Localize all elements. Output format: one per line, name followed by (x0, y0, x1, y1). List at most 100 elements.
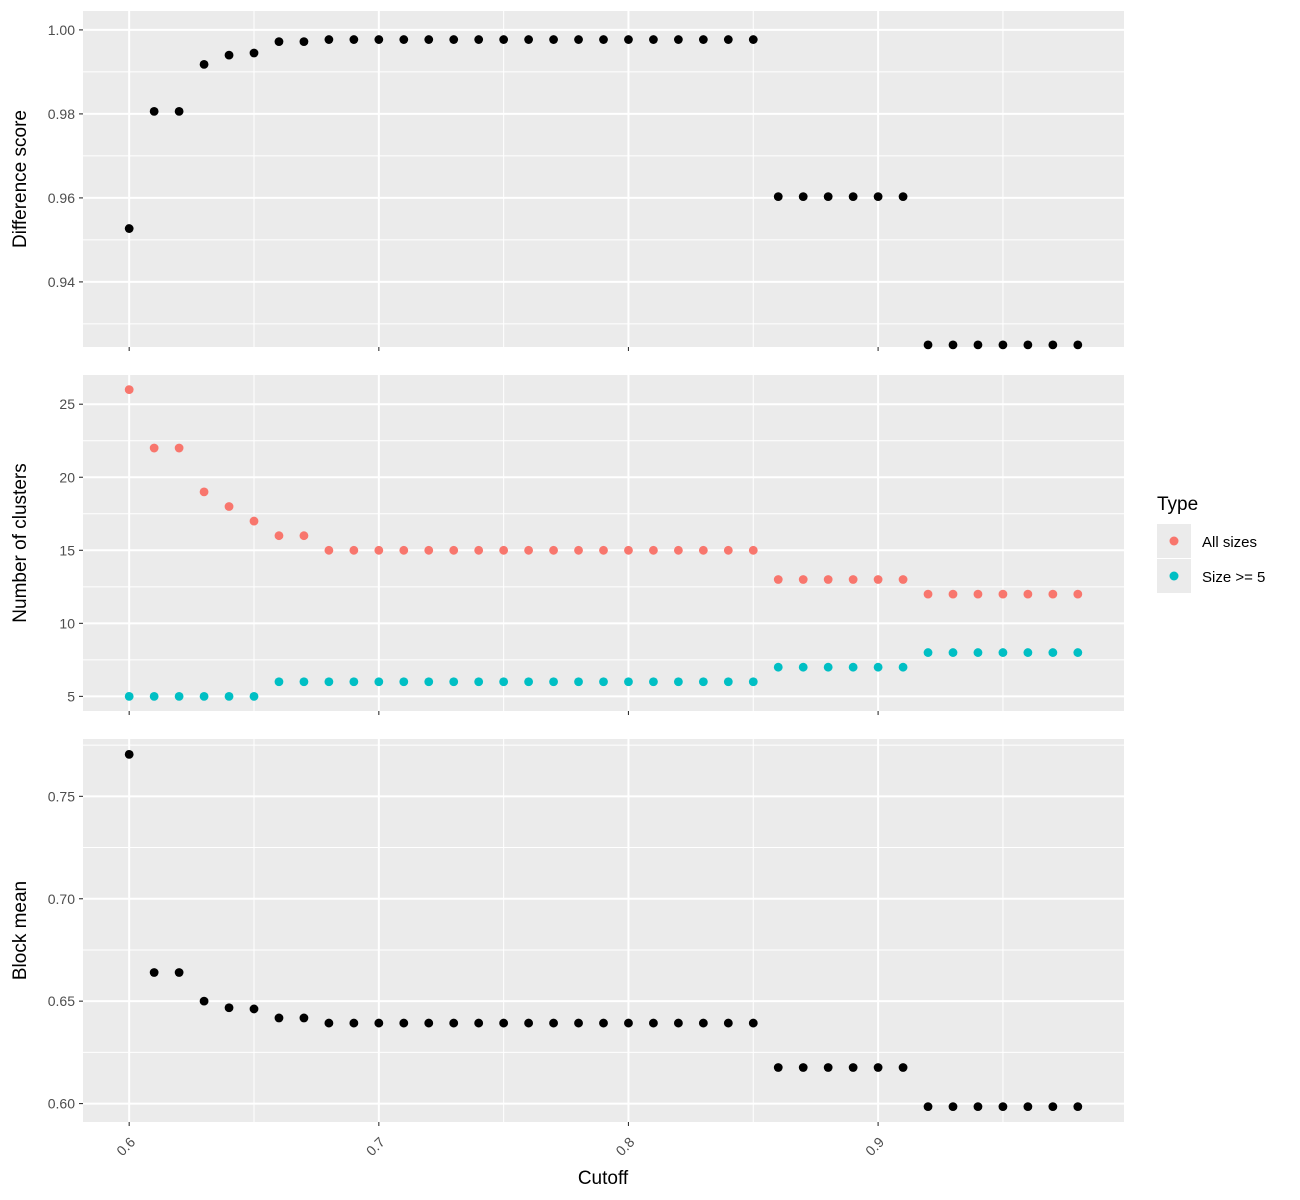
data-point-series-1 (474, 35, 484, 44)
data-point-series-1 (948, 1102, 958, 1112)
y-tick-label: 10 (59, 615, 75, 631)
data-point-size-5 (723, 677, 733, 687)
data-point-series-1 (923, 1102, 933, 1112)
data-point-all-sizes (499, 545, 509, 555)
data-point-size-5 (199, 691, 209, 701)
y-tick-label: 5 (67, 688, 75, 704)
data-point-series-1 (524, 1018, 534, 1028)
data-point-series-1 (673, 1018, 683, 1028)
data-point-series-1 (524, 35, 534, 44)
data-point-all-sizes (1073, 589, 1083, 599)
data-point-size-5 (574, 677, 583, 687)
data-point-size-5 (349, 677, 359, 687)
data-point-all-sizes (923, 589, 933, 599)
data-point-size-5 (673, 677, 683, 687)
panel-background (83, 739, 1124, 1122)
data-point-size-5 (499, 677, 509, 687)
y-axis-title: Block mean (10, 881, 31, 980)
panel-1: 0.94 0.96 0.98 1.00 Difference score (10, 11, 1124, 351)
data-point-series-1 (574, 35, 583, 44)
data-point-all-sizes (1048, 589, 1058, 599)
data-point-series-1 (224, 50, 234, 60)
data-point-series-1 (973, 1102, 983, 1112)
y-axis-title: Number of clusters (10, 463, 31, 622)
legend-label-all-sizes: All sizes (1202, 534, 1257, 551)
data-point-series-1 (773, 1063, 783, 1072)
data-point-size-5 (748, 677, 758, 687)
data-point-size-5 (374, 677, 384, 687)
data-point-size-5 (1073, 648, 1083, 657)
legend: Type All sizes Size >= 5 (1157, 494, 1265, 593)
data-point-all-sizes (948, 589, 958, 599)
data-point-series-1 (149, 968, 159, 977)
data-point-all-sizes (848, 575, 858, 584)
panel-3: 0.60 0.65 0.70 0.75 Block mean (10, 739, 1124, 1126)
data-point-series-1 (174, 106, 184, 116)
data-point-series-1 (649, 1018, 658, 1028)
y-tick-label: 0.65 (48, 993, 75, 1009)
data-point-series-1 (624, 35, 633, 44)
y-tick-label: 15 (59, 542, 75, 558)
data-point-series-1 (898, 192, 908, 202)
data-point-size-5 (274, 677, 284, 687)
data-point-series-1 (474, 1018, 484, 1028)
x-tick-label: 0.7 (363, 1134, 388, 1159)
data-point-series-1 (698, 1018, 708, 1028)
data-point-size-5 (998, 648, 1008, 657)
data-point-series-1 (798, 192, 808, 202)
data-point-series-1 (499, 35, 509, 44)
data-point-all-sizes (798, 575, 808, 584)
data-point-all-sizes (723, 545, 733, 555)
data-point-all-sizes (549, 545, 558, 555)
x-tick-label: 0.9 (862, 1134, 887, 1159)
data-point-all-sizes (524, 545, 534, 555)
data-point-size-5 (1023, 648, 1033, 657)
data-point-series-1 (848, 192, 858, 202)
data-point-size-5 (773, 662, 783, 672)
data-point-series-1 (873, 192, 883, 202)
data-point-all-sizes (1023, 589, 1033, 599)
data-point-series-1 (773, 192, 783, 202)
data-point-size-5 (424, 677, 434, 687)
data-point-series-1 (249, 1004, 259, 1014)
data-point-all-sizes (773, 575, 783, 584)
data-point-size-5 (973, 648, 983, 657)
data-point-size-5 (224, 691, 234, 701)
data-point-size-5 (449, 677, 459, 687)
data-point-all-sizes (474, 545, 484, 555)
data-point-series-1 (599, 1018, 608, 1028)
data-point-all-sizes (124, 385, 134, 395)
legend-title: Type (1157, 494, 1198, 515)
data-point-series-1 (349, 1018, 359, 1028)
data-point-series-1 (848, 1063, 858, 1072)
data-point-series-1 (748, 35, 758, 44)
x-axis-title: Cutoff (578, 1168, 629, 1189)
data-point-series-1 (624, 1018, 633, 1028)
data-point-series-1 (549, 1018, 558, 1028)
legend-key-size-ge-5 (1169, 571, 1179, 581)
data-point-series-1 (723, 35, 733, 44)
data-point-size-5 (399, 677, 409, 687)
data-point-series-1 (873, 1063, 883, 1072)
data-point-all-sizes (973, 589, 983, 599)
data-point-all-sizes (424, 545, 434, 555)
data-point-all-sizes (574, 545, 583, 555)
data-point-all-sizes (873, 575, 883, 584)
data-point-series-1 (374, 1018, 384, 1028)
data-point-all-sizes (823, 575, 833, 584)
data-point-series-1 (823, 1063, 833, 1072)
data-point-series-1 (374, 35, 384, 44)
data-point-size-5 (474, 677, 484, 687)
data-point-series-1 (324, 35, 334, 44)
data-point-series-1 (798, 1063, 808, 1072)
data-point-series-1 (599, 35, 608, 44)
data-point-series-1 (1023, 1102, 1033, 1112)
data-point-series-1 (199, 996, 209, 1006)
panel-2: 5 10 15 20 25 Number of clusters (10, 375, 1124, 715)
data-point-series-1 (349, 35, 359, 44)
data-point-series-1 (449, 1018, 459, 1028)
data-point-all-sizes (399, 545, 409, 555)
data-point-all-sizes (374, 545, 384, 555)
y-tick-label: 0.75 (48, 788, 75, 804)
data-point-series-1 (424, 35, 434, 44)
